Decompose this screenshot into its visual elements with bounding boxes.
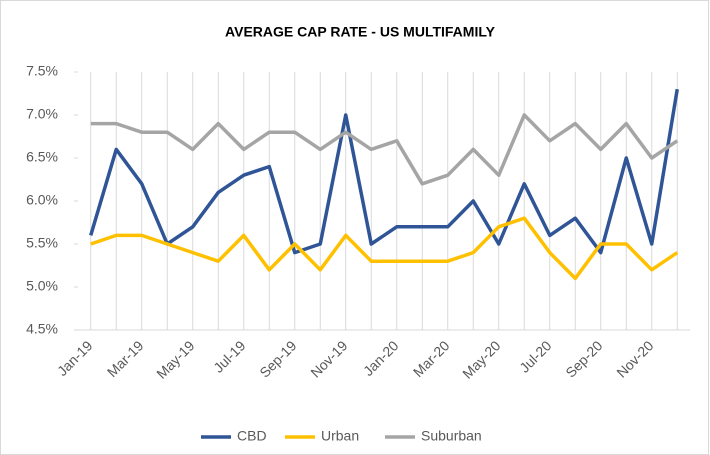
legend-label: Suburban bbox=[421, 428, 482, 444]
y-tick-label: 4.5% bbox=[26, 321, 58, 337]
series-line bbox=[89, 88, 679, 255]
series-line bbox=[90, 216, 679, 281]
y-tick-label: 7.0% bbox=[26, 106, 58, 122]
y-tick-label: 5.5% bbox=[26, 235, 58, 251]
series-line bbox=[90, 113, 679, 186]
y-tick-label: 7.5% bbox=[26, 63, 58, 79]
legend-label: CBD bbox=[237, 428, 267, 444]
y-tick-label: 6.0% bbox=[26, 192, 58, 208]
chart-title: AVERAGE CAP RATE - US MULTIFAMILY bbox=[225, 24, 496, 40]
y-tick-label: 6.5% bbox=[26, 149, 58, 165]
y-tick-label: 5.0% bbox=[26, 278, 58, 294]
legend-label: Urban bbox=[321, 428, 359, 444]
